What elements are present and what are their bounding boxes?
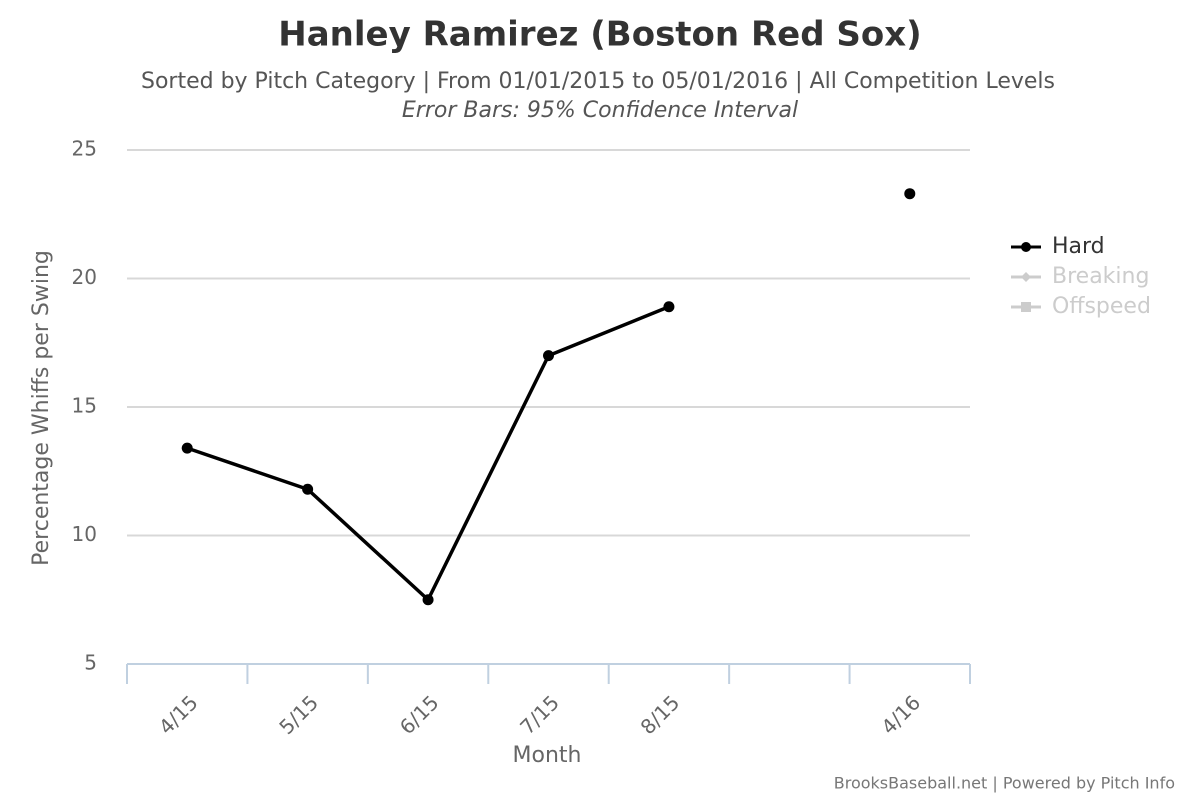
legend-label[interactable]: Hard	[1052, 234, 1105, 259]
data-point	[904, 188, 916, 200]
y-tick-label: 10	[72, 522, 97, 546]
annotation: Error Bars: 95% Confidence Interval	[402, 98, 798, 123]
y-tick-label: 15	[72, 394, 97, 418]
credit: BrooksBaseball.net | Powered by Pitch In…	[834, 774, 1175, 793]
y-tick-label: 20	[72, 265, 97, 289]
x-tick-label: 8/15	[636, 690, 685, 739]
chart-title: Hanley Ramirez (Boston Red Sox)	[278, 15, 921, 55]
x-tick-label: 4/16	[876, 690, 925, 739]
series-line	[187, 194, 910, 600]
legend-marker	[1021, 242, 1031, 252]
x-tick-label: 5/15	[274, 690, 323, 739]
legend-label[interactable]: Breaking	[1052, 264, 1149, 289]
data-point	[543, 350, 554, 362]
x-tick-label: 7/15	[515, 690, 564, 739]
data-point	[302, 483, 314, 495]
x-tick-label: 6/15	[395, 690, 444, 739]
data-point	[181, 442, 193, 454]
data-point	[663, 301, 675, 313]
y-tick-label: 5	[84, 651, 97, 675]
x-tick-label: 4/15	[154, 690, 203, 739]
y-tick-label: 25	[72, 137, 97, 161]
data-point	[422, 594, 434, 606]
chart-subtitle: Sorted by Pitch Category | From 01/01/20…	[141, 69, 1055, 94]
x-axis-label: Month	[513, 743, 582, 768]
legend-label[interactable]: Offspeed	[1052, 294, 1151, 319]
legend-marker	[1021, 272, 1031, 282]
y-axis-label: Percentage Whiffs per Swing	[29, 250, 54, 566]
legend-marker	[1021, 302, 1031, 312]
